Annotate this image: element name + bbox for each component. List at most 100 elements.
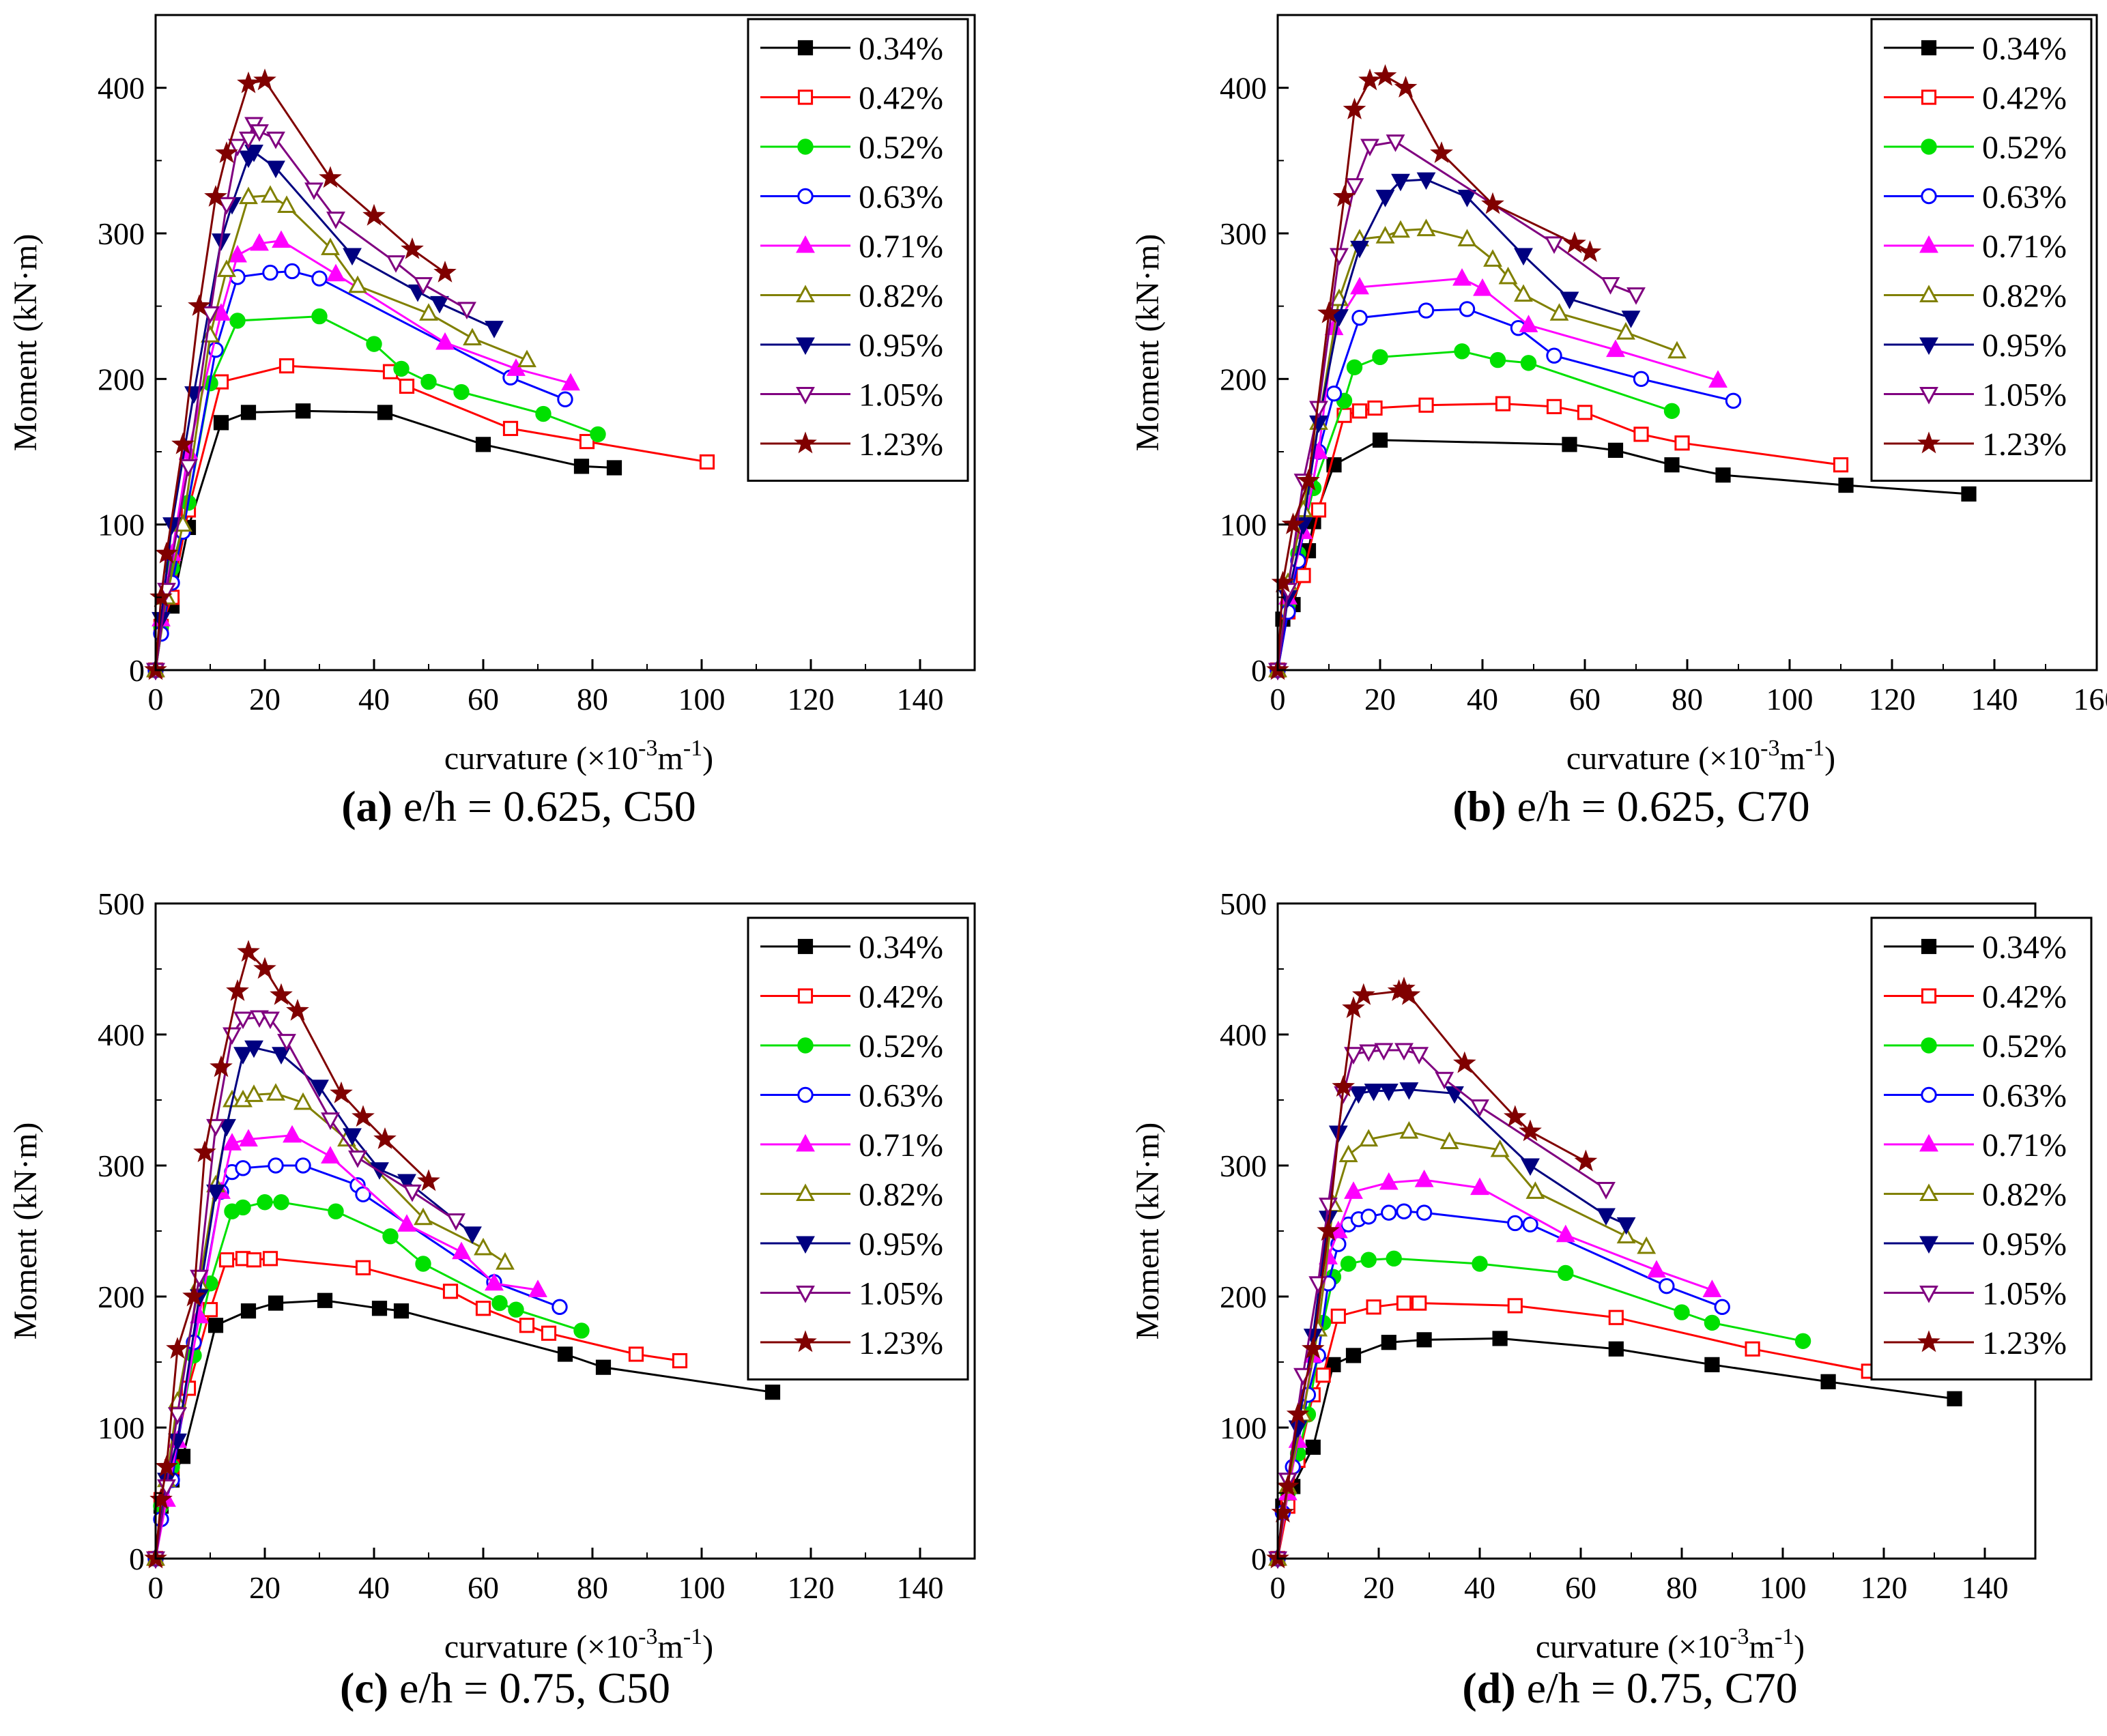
- legend-marker: [794, 1330, 817, 1352]
- legend-label: 0.52%: [1982, 130, 2067, 166]
- legend-marker: [1919, 387, 1938, 405]
- data-point: [352, 1105, 375, 1127]
- series-0.42%: [147, 358, 715, 678]
- series-0.82%: [1268, 1120, 1657, 1566]
- data-point: [1345, 178, 1364, 196]
- y-tick-label: 500: [98, 886, 145, 921]
- x-tick-label: 120: [788, 1570, 835, 1605]
- data-point: [699, 454, 715, 470]
- x-tick-label: 80: [577, 682, 608, 717]
- legend-label: 1.23%: [859, 1325, 943, 1361]
- legend-marker: [1921, 988, 1937, 1004]
- legend-item: 0.95%: [760, 1226, 943, 1262]
- data-point: [373, 1127, 397, 1149]
- x-tick-label: 100: [678, 682, 726, 717]
- data-point: [1271, 1501, 1295, 1523]
- legend: 0.34% 0.42% 0.52% 0.63% 0.71% 0.82% 0.95% 1.05%…: [1870, 916, 2093, 1380]
- legend-marker: [1921, 938, 1937, 955]
- legend-label: 0.82%: [1982, 1177, 2067, 1213]
- data-point: [1519, 1119, 1542, 1142]
- y-tick-label: 200: [1220, 362, 1267, 396]
- data-point: [1397, 983, 1421, 1005]
- data-point: [1577, 405, 1593, 420]
- chart-panel-b: (b) e/h = 0.625, C70 0 20 40 60 80 100 120 140 1…: [1130, 14, 2107, 830]
- legend-box: [1870, 916, 2093, 1380]
- legend-item: 1.23%: [1884, 1325, 2067, 1361]
- data-point: [355, 1260, 371, 1275]
- legend-marker: [1921, 1086, 1937, 1103]
- data-point: [343, 248, 362, 266]
- data-point: [403, 1184, 422, 1202]
- x-tick-label: 80: [1666, 1570, 1697, 1605]
- legend-item: 0.95%: [1884, 328, 2067, 364]
- y-tick-label: 0: [129, 653, 145, 688]
- data-point: [1674, 1304, 1690, 1320]
- data-point: [1414, 1169, 1434, 1187]
- data-point: [1514, 248, 1533, 266]
- legend-item: 0.52%: [760, 1028, 943, 1065]
- data-point: [244, 1040, 263, 1058]
- legend-item: 1.05%: [760, 377, 943, 414]
- y-tick-label: 100: [98, 508, 145, 542]
- data-point: [1820, 1374, 1836, 1389]
- data-point: [348, 275, 367, 293]
- data-point: [1507, 1215, 1523, 1232]
- data-point: [304, 182, 324, 201]
- data-point: [1344, 1047, 1363, 1065]
- y-tick-label: 200: [98, 1279, 145, 1314]
- legend-marker: [1921, 40, 1937, 56]
- data-point: [226, 979, 249, 1001]
- legend-label: 0.71%: [1982, 229, 2067, 265]
- legend-item: 0.34%: [1884, 31, 2067, 67]
- data-point: [1399, 1120, 1419, 1139]
- data-point: [261, 1011, 280, 1030]
- data-point: [272, 1047, 291, 1065]
- legend-item: 0.42%: [760, 81, 943, 117]
- data-point: [166, 1337, 189, 1359]
- x-tick-label: 40: [1464, 1570, 1495, 1605]
- series-line: [1276, 178, 1631, 671]
- legend-label: 0.34%: [859, 31, 943, 67]
- legend-label: 0.52%: [1982, 1028, 2067, 1065]
- y-axis: 0 100 200 300 400 500: [98, 886, 167, 1576]
- data-point: [1344, 1181, 1363, 1199]
- data-point: [277, 1034, 296, 1052]
- data-point: [1332, 185, 1356, 207]
- data-point: [319, 166, 342, 188]
- x-tick-label: 100: [1760, 1570, 1807, 1605]
- legend-marker: [1921, 139, 1937, 155]
- data-point: [239, 186, 258, 205]
- data-point: [366, 336, 382, 352]
- data-point: [1520, 355, 1537, 371]
- data-point: [1360, 1209, 1377, 1225]
- data-point: [1607, 442, 1624, 458]
- data-point: [1317, 1219, 1340, 1241]
- legend-item: 0.71%: [1884, 229, 2067, 265]
- data-point: [1715, 467, 1731, 483]
- data-point: [1470, 1177, 1489, 1196]
- data-point: [371, 1301, 388, 1316]
- data-point: [1435, 1071, 1454, 1090]
- legend-label: 1.05%: [1982, 377, 2067, 414]
- data-point: [1381, 1204, 1397, 1221]
- data-point: [1745, 1341, 1760, 1357]
- data-point: [1315, 1368, 1331, 1383]
- legend-item: 0.63%: [760, 179, 943, 216]
- data-point: [1379, 1084, 1399, 1101]
- data-point: [1386, 1250, 1402, 1267]
- y-axis: 0 100 200 300 400: [98, 71, 167, 688]
- legend-label: 0.34%: [1982, 929, 2067, 966]
- series-0.52%: [147, 308, 606, 678]
- data-point: [1633, 371, 1650, 388]
- legend-label: 0.95%: [859, 1226, 943, 1262]
- data-point: [204, 185, 227, 207]
- data-point: [240, 1303, 257, 1319]
- data-point: [1396, 1203, 1412, 1219]
- data-point: [343, 1128, 362, 1146]
- data-point: [1545, 236, 1564, 255]
- series-0.42%: [147, 1251, 688, 1567]
- y-tick-label: 100: [1220, 1410, 1267, 1445]
- legend-label: 0.95%: [1982, 1226, 2067, 1262]
- legend-marker: [1919, 1286, 1938, 1303]
- x-tick-label: 20: [249, 1570, 281, 1605]
